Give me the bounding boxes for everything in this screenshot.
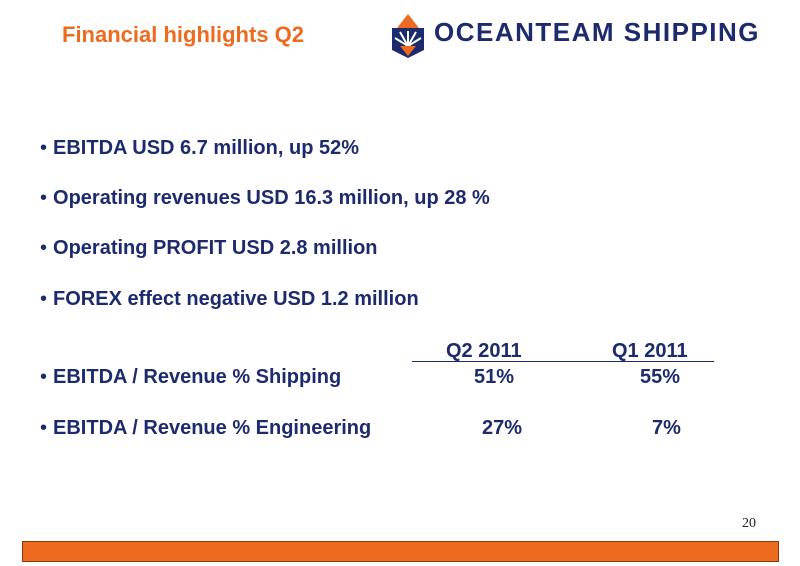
company-logo: OCEANTEAM SHIPPING bbox=[388, 14, 778, 60]
slide-title: Financial highlights Q2 bbox=[62, 22, 305, 47]
cell-engineering-q1: 7% bbox=[652, 417, 681, 439]
row-label-shipping: EBITDA / Revenue % Shipping bbox=[53, 366, 342, 388]
bullet-dot: • bbox=[40, 366, 48, 388]
compass-rose-icon bbox=[392, 14, 424, 58]
column-header-q1: Q1 2011 bbox=[612, 340, 688, 362]
table-row-label: • EBITDA / Revenue % Engineering bbox=[40, 417, 371, 440]
cell-engineering-q2: 27% bbox=[482, 417, 523, 439]
bullet-text: EBITDA USD 6.7 million, up 52% bbox=[53, 137, 359, 159]
bullet-dot: • bbox=[40, 187, 48, 209]
bullet-text: FOREX effect negative USD 1.2 million bbox=[53, 288, 419, 310]
bullet-item: • Operating PROFIT USD 2.8 million bbox=[40, 237, 378, 260]
bullet-item: • EBITDA USD 6.7 million, up 52% bbox=[40, 137, 359, 160]
bullet-text: Operating revenues USD 16.3 million, up … bbox=[53, 187, 490, 209]
bullet-dot: • bbox=[40, 288, 48, 310]
cell-shipping-q2: 51% bbox=[474, 366, 515, 388]
bullet-dot: • bbox=[40, 137, 48, 159]
cell-shipping-q1: 55% bbox=[640, 366, 681, 388]
column-header-q2: Q2 2011 bbox=[446, 340, 522, 362]
bullet-item: • Operating revenues USD 16.3 million, up… bbox=[40, 187, 490, 210]
table-row-label: • EBITDA / Revenue % Shipping bbox=[40, 366, 341, 389]
page-number: 20 bbox=[742, 516, 756, 531]
bullet-item: • FOREX effect negative USD 1.2 million bbox=[40, 288, 419, 311]
bullet-dot: • bbox=[40, 417, 48, 439]
footer-bar bbox=[22, 541, 779, 562]
row-label-engineering: EBITDA / Revenue % Engineering bbox=[53, 417, 372, 439]
header-underline bbox=[412, 361, 714, 362]
bullet-dot: • bbox=[40, 237, 48, 259]
logo-text: OCEANTEAM SHIPPING bbox=[434, 17, 761, 47]
bullet-text: Operating PROFIT USD 2.8 million bbox=[53, 237, 378, 259]
